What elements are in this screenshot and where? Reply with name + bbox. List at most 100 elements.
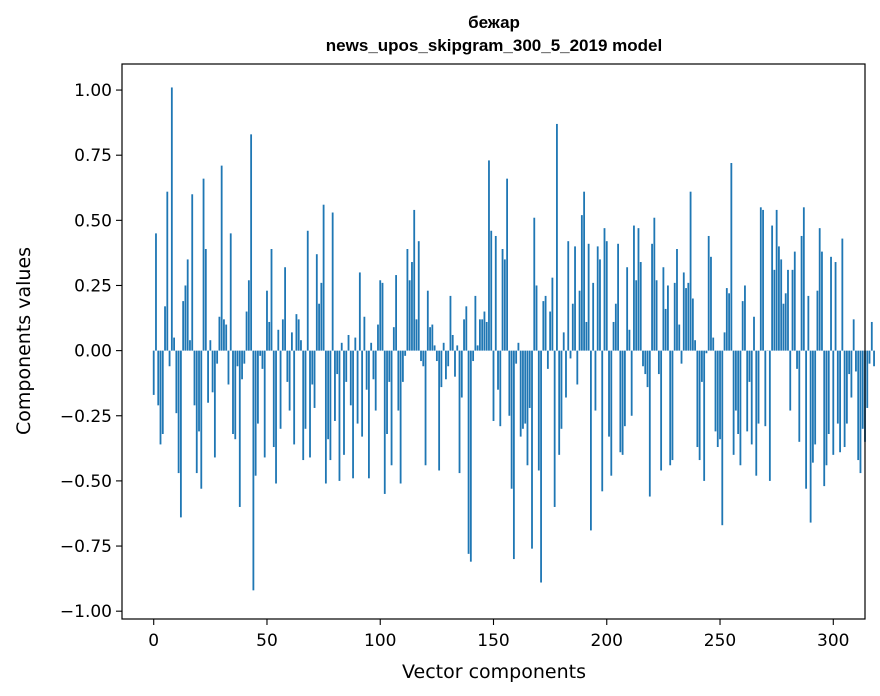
bar (768, 350, 771, 481)
bar (388, 350, 391, 382)
bar (313, 350, 316, 408)
x-tick-label: 100 (364, 631, 396, 651)
bar (556, 123, 558, 351)
bar (773, 269, 776, 351)
bar (576, 350, 579, 385)
bar (186, 259, 189, 351)
bar (209, 340, 212, 351)
bar (601, 350, 604, 492)
bar (703, 350, 706, 481)
bar (492, 350, 495, 421)
bar (290, 332, 293, 351)
bar (263, 350, 266, 458)
bar (261, 350, 264, 369)
y-tick-label: 0.25 (74, 276, 112, 296)
bar (623, 350, 626, 427)
bar (778, 246, 780, 351)
bar (173, 337, 175, 351)
bar (685, 288, 687, 351)
bar (445, 350, 447, 380)
bar (268, 321, 271, 351)
bar (438, 350, 441, 471)
bar (750, 350, 753, 445)
bar (417, 241, 420, 351)
bar (347, 334, 350, 351)
bar (161, 350, 164, 434)
bar (610, 350, 613, 476)
bar (170, 87, 173, 351)
y-tick-label: −1.00 (60, 602, 112, 622)
bar (515, 350, 518, 364)
bar (764, 350, 767, 427)
bar (614, 303, 617, 351)
bar (553, 350, 556, 507)
bar (771, 225, 774, 351)
bar (225, 324, 228, 351)
bar (855, 350, 857, 372)
bar (207, 350, 209, 403)
bar (691, 298, 694, 351)
bar (540, 350, 542, 583)
bar (728, 293, 730, 351)
bar (304, 350, 307, 429)
bar (397, 350, 400, 411)
bar (848, 350, 851, 375)
bar (866, 350, 869, 408)
bar (673, 282, 676, 351)
bar (250, 134, 253, 351)
bar (644, 350, 647, 375)
bar (843, 350, 846, 448)
bar (522, 350, 524, 429)
bar (476, 345, 479, 351)
bar (322, 204, 325, 351)
bar (440, 350, 443, 388)
bar (839, 350, 841, 453)
x-tick-label: 50 (256, 631, 278, 651)
y-tick-label: 0.50 (74, 211, 112, 231)
bar (252, 350, 255, 591)
bar (596, 246, 599, 351)
bar (630, 350, 633, 416)
bar (637, 228, 640, 351)
bar (651, 243, 653, 351)
bar (506, 178, 508, 351)
bar (377, 324, 379, 351)
bar (241, 350, 243, 380)
bar (744, 285, 746, 351)
bar (841, 238, 844, 351)
x-axis-label: Vector components (402, 661, 586, 683)
y-tick-label: 0.00 (74, 342, 112, 362)
bar (166, 191, 169, 351)
bar (599, 259, 601, 351)
bar (354, 337, 357, 351)
bar (734, 350, 737, 411)
bar (195, 350, 198, 474)
bar (678, 324, 681, 351)
bar (229, 233, 232, 351)
bar (309, 350, 311, 458)
bar (739, 350, 742, 466)
bar (481, 319, 484, 351)
bar (830, 256, 832, 351)
plot-frame (121, 63, 866, 620)
bar (544, 295, 547, 351)
bar (399, 350, 402, 484)
bar (621, 350, 624, 455)
bar (671, 350, 674, 461)
bar (626, 267, 629, 351)
bar (857, 350, 860, 461)
bar (723, 332, 726, 351)
bar (433, 345, 436, 351)
bar (390, 350, 393, 466)
bar (805, 350, 808, 489)
x-tick-label: 250 (704, 631, 736, 651)
bar (590, 350, 592, 531)
bar (524, 350, 527, 424)
bar (223, 319, 225, 351)
bar (200, 350, 203, 489)
bar (349, 350, 352, 406)
y-tick-label: −0.50 (60, 472, 112, 492)
y-axis-label: Components values (13, 247, 35, 435)
bar (406, 249, 409, 351)
bar (612, 321, 615, 351)
